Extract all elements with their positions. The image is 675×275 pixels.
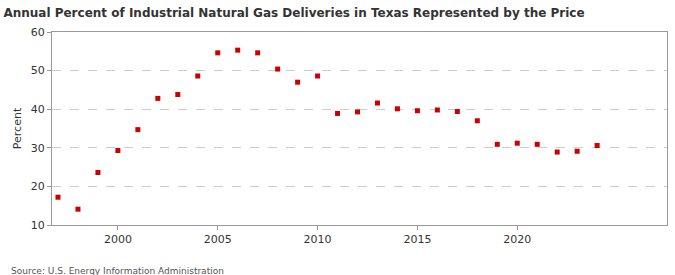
- svg-text:Source: U.S. Energy Informatio: Source: U.S. Energy Information Administ…: [11, 266, 224, 275]
- svg-text:2015: 2015: [403, 233, 431, 246]
- svg-text:2010: 2010: [304, 233, 332, 246]
- svg-text:50: 50: [31, 64, 45, 77]
- svg-text:60: 60: [31, 26, 45, 39]
- svg-text:2005: 2005: [204, 233, 232, 246]
- svg-text:2000: 2000: [104, 233, 132, 246]
- svg-text:Percent: Percent: [11, 107, 24, 149]
- svg-text:Annual Percent of Industrial N: Annual Percent of Industrial Natural Gas…: [3, 6, 584, 20]
- svg-text:30: 30: [31, 142, 45, 155]
- svg-text:2020: 2020: [503, 233, 531, 246]
- svg-text:20: 20: [31, 180, 45, 193]
- svg-text:40: 40: [31, 103, 45, 116]
- svg-text:10: 10: [31, 219, 45, 232]
